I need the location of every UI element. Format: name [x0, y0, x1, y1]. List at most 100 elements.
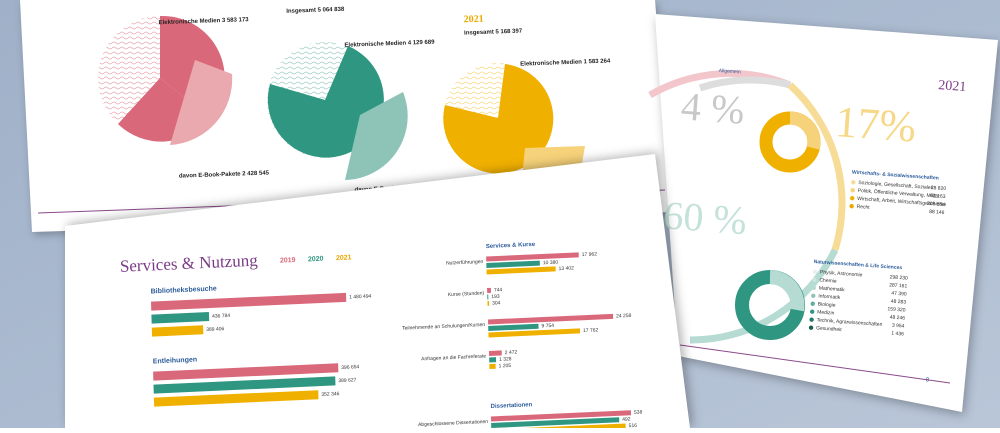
legend-label: Chemie [819, 277, 837, 284]
legend-dot [849, 204, 854, 209]
big-percent: 60 % [662, 192, 748, 243]
bar-label: 516 [629, 423, 638, 428]
group-title: Bibliotheksbesuche [151, 285, 217, 295]
ring-chart [648, 69, 846, 344]
pie-label: davon E-Book-Pakete 2 428 545 [179, 170, 270, 179]
page-number: 8 [925, 377, 929, 383]
bar [151, 325, 204, 337]
legend-value: 62 163 [930, 193, 946, 200]
legend-label: Physik, Astronomie [820, 270, 863, 279]
bar [487, 287, 492, 293]
legend-value: 298 230 [889, 274, 908, 281]
row-label: Teilnehmende an Schulungen/Kursen [402, 322, 485, 332]
legend-value: 287 161 [889, 282, 908, 289]
bar-label: 492 [622, 417, 631, 423]
legend-dot [810, 301, 815, 306]
legend-label: Biologie [818, 301, 836, 308]
row-label: Nutzerführungen [446, 259, 484, 267]
bar [490, 410, 632, 422]
page [65, 154, 690, 428]
bar [488, 323, 539, 331]
row-label: Kurse (Stunden) [448, 290, 485, 298]
bar-label: 389 627 [338, 377, 356, 384]
legend-value: 209 664 [927, 201, 946, 208]
bar [491, 417, 620, 428]
section-label: Allgemein [719, 68, 742, 76]
pie-slice [267, 46, 384, 158]
bar [486, 252, 579, 262]
bar [487, 300, 490, 306]
group-title: Services & Kurse [486, 242, 536, 250]
legend-dot [809, 317, 814, 322]
bar-label: 13 402 [559, 265, 575, 272]
bar [153, 390, 319, 407]
legend-label: Soziologie, Gesellschaft, Soziales [858, 180, 934, 191]
legend-dot [808, 325, 814, 330]
group-title: Entleihungen [153, 356, 198, 365]
bar-label: 436 784 [212, 313, 230, 320]
front-content: Services & Nutzung 2019 2020 2021 Biblio… [120, 242, 643, 433]
bar-label: 352 346 [321, 391, 339, 398]
legend-label: Mathematik [819, 285, 846, 293]
bar [488, 350, 502, 356]
pie-group [98, 15, 585, 180]
legend-dot [811, 285, 817, 290]
legend-value: 48 283 [891, 299, 907, 306]
big-percent: 17% [834, 97, 918, 152]
bar [489, 357, 497, 363]
legend-label: Recht [856, 204, 870, 211]
legend-dot [850, 188, 855, 193]
pie-slice [170, 60, 233, 145]
bar-label: 10 380 [543, 260, 559, 267]
bar-label: 17 762 [583, 327, 599, 334]
bar-label: 2 472 [505, 350, 518, 357]
bar-label: 193 [491, 294, 500, 300]
pie-slice [443, 64, 554, 174]
year: 2021 [938, 78, 967, 95]
bar [153, 376, 336, 394]
legend-dot [809, 309, 815, 314]
legend-dot [812, 269, 818, 275]
legend-value: 28 820 [931, 185, 947, 192]
legend-label: Informatik [818, 293, 841, 301]
legend-year: 2020 [308, 256, 324, 264]
bar [489, 363, 496, 369]
legend-value: 47 390 [891, 291, 907, 298]
bar-label: 538 [634, 410, 643, 416]
bar-label: 304 [492, 300, 501, 306]
legend-label: Gesundheit [816, 325, 843, 333]
bar-label: 396 654 [341, 364, 359, 371]
row-label: Abgeschlossene Dissertationen [418, 419, 488, 428]
bar-label: 24 258 [616, 313, 632, 320]
bar-label: 389 406 [206, 326, 224, 333]
legend-year: 2021 [336, 254, 352, 262]
year: 2021 [463, 14, 483, 26]
pie-total: Insgesamt 5 168 397 [464, 29, 523, 37]
legend-label: Medizin [817, 309, 835, 316]
pie-total: Insgesamt 5 064 838 [286, 7, 345, 15]
right-page-text: 2021 Allgemein 4 % 17% 60 % Wirtschafts-… [662, 68, 967, 384]
group-title: Dissertationen [491, 402, 533, 410]
bar [487, 294, 489, 300]
bar [153, 363, 339, 381]
bar-label: 17 962 [582, 251, 598, 258]
pie-label: Elektronische Medien 4 129 689 [344, 40, 435, 49]
bar-label: 1 480 494 [349, 294, 372, 301]
row-label: Anfragen an die Fachreferate [421, 353, 486, 362]
pie-label: Elektronische Medien 1 583 264 [520, 58, 611, 67]
pie-slice [345, 92, 408, 180]
bar-label: 744 [494, 287, 503, 293]
legend-value: 48 246 [889, 314, 905, 321]
page-rule [679, 344, 951, 384]
legend-label: Technik, Agrarwissenschaften [816, 317, 882, 328]
bar [486, 266, 556, 275]
bar [486, 260, 540, 268]
pie-label: Elektronische Medien 3 583 173 [158, 17, 249, 26]
big-percent: 4 % [680, 83, 746, 132]
legend-value: 159 320 [887, 306, 906, 313]
legend-value: 1 436 [891, 331, 904, 338]
bar [488, 328, 581, 338]
bar [487, 313, 614, 325]
bar [151, 292, 347, 311]
